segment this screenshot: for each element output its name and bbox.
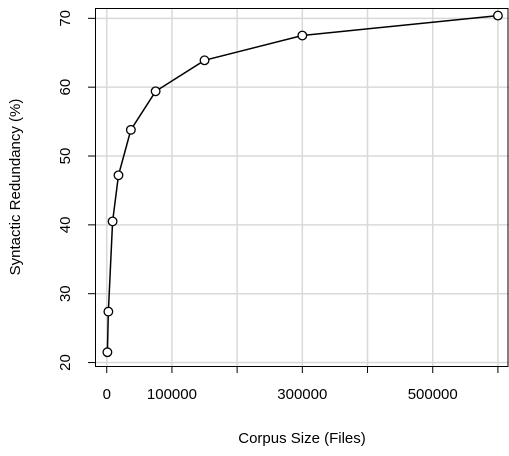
x-tick-label-1: 100000 [147,386,197,403]
y-tick-label-5: 70 [57,10,74,27]
data-point-1 [103,306,114,317]
x-axis-title: Corpus Size (Files) [238,430,366,447]
data-point-3 [113,170,124,181]
y-tick-label-1: 30 [57,285,74,302]
data-point-0 [102,347,113,358]
data-point-7 [297,30,308,41]
data-point-5 [150,86,161,97]
plot-frame [95,8,509,367]
y-axis-title: Syntactic Redundancy (%) [7,99,24,276]
x-tick-label-0: 0 [103,386,111,403]
x-tick-label-5: 500000 [408,386,458,403]
data-point-4 [125,124,136,135]
grid [95,8,509,366]
y-tick-label-4: 60 [57,79,74,96]
data-series [102,10,503,358]
axes: 0 100000 300000 500000 20 30 40 50 60 70 [57,10,499,403]
data-point-8 [492,10,503,21]
data-point-2 [107,216,118,227]
y-tick-label-0: 20 [57,354,74,371]
data-point-6 [199,55,210,66]
y-tick-label-3: 50 [57,148,74,165]
x-tick-label-3: 300000 [277,386,327,403]
y-tick-label-2: 40 [57,217,74,234]
